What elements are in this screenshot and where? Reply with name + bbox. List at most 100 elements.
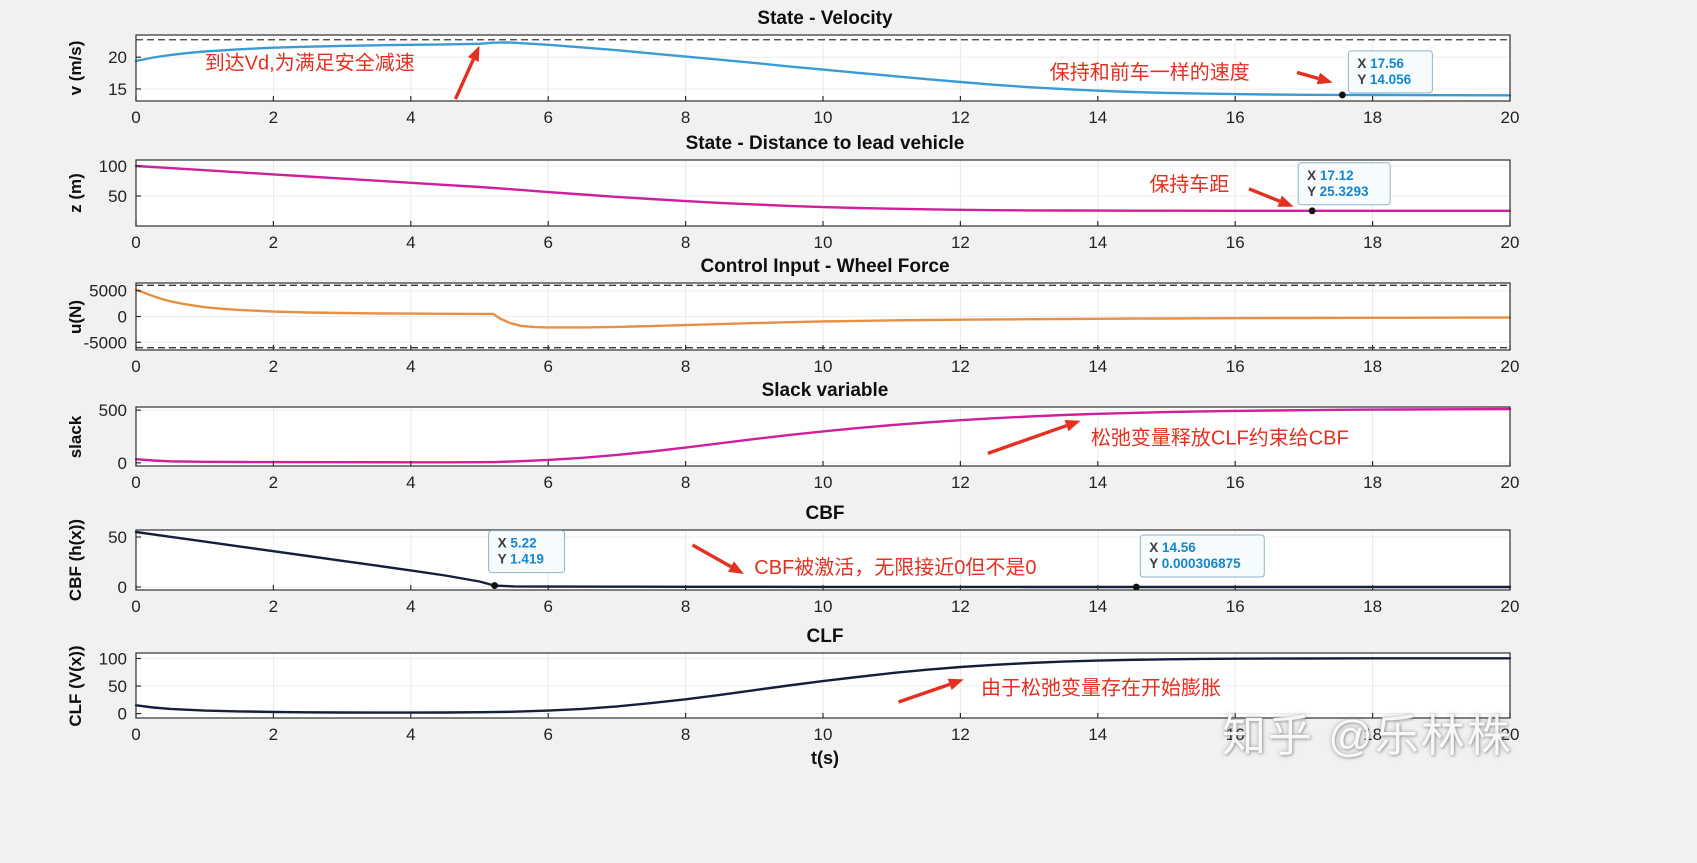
data-tip-box xyxy=(1297,162,1391,206)
y-tick-label: 500 xyxy=(99,401,127,420)
y-tick-label: 0 xyxy=(118,705,127,724)
data-tip[interactable]: X 17.12Y 25.3293 xyxy=(1297,162,1391,206)
x-tick-label: 2 xyxy=(269,473,278,492)
y-tick-label: 50 xyxy=(108,187,127,206)
x-tick-label: 2 xyxy=(269,597,278,616)
y-tick-label: -5000 xyxy=(84,333,127,352)
x-tick-label: 20 xyxy=(1501,108,1520,127)
cbf-plot-canvas[interactable]: 0 2 4 6 8 10 12 14 16 18 20 0 50 CBF被激活，无限接近0但不是0 X 5.… xyxy=(96,524,1556,622)
x-tick-label: 10 xyxy=(814,357,833,376)
annotation-text: CBF被激活，无限接近0但不是0 xyxy=(754,556,1036,579)
annotation-arrow xyxy=(453,58,475,100)
x-tick-label: 14 xyxy=(1088,597,1107,616)
x-tick-label: 10 xyxy=(814,597,833,616)
x-tick-label: 20 xyxy=(1501,725,1520,744)
x-tick-label: 20 xyxy=(1501,473,1520,492)
x-tick-label: 14 xyxy=(1088,357,1107,376)
x-tick-label: 14 xyxy=(1088,108,1107,127)
annotation-arrowhead xyxy=(1277,195,1294,207)
x-tick-label: 0 xyxy=(131,357,140,376)
data-tip-text: Y 25.3293 xyxy=(1307,184,1369,199)
y-tick-label: 50 xyxy=(108,528,127,547)
y-tick-label: 5000 xyxy=(89,282,127,301)
x-tick-label: 18 xyxy=(1363,108,1382,127)
y-tick-label: 15 xyxy=(108,80,127,99)
x-tick-label: 2 xyxy=(269,357,278,376)
plot-title-distance: State - Distance to lead vehicle xyxy=(685,133,965,154)
watermark: 知乎 @乐林株 xyxy=(1222,712,1513,761)
x-tick-label: 12 xyxy=(951,108,970,127)
annotation-arrow xyxy=(898,682,951,704)
x-tick-label: 10 xyxy=(814,725,833,744)
annotation-text: 保持车距 xyxy=(1149,173,1229,196)
annotation-arrow xyxy=(1248,187,1281,203)
annotation-arrowhead xyxy=(1316,72,1333,85)
velocity-plot-canvas[interactable]: 0 2 4 6 8 10 12 14 16 18 20 15 20 到达Vd,为满足安全减速 保持和前车一样… xyxy=(96,29,1556,133)
x-tick-label: 20 xyxy=(1501,233,1520,252)
x-tick-label: 12 xyxy=(951,233,970,252)
x-tick-label: 16 xyxy=(1226,473,1245,492)
x-tick-label: 8 xyxy=(681,473,690,492)
data-tip[interactable]: X 14.56Y 0.000306875 xyxy=(1139,534,1265,578)
y-tick-label: 20 xyxy=(108,48,127,67)
x-tick-label: 4 xyxy=(406,473,415,492)
data-tip-box xyxy=(488,530,566,574)
y-tick-label: 50 xyxy=(108,677,127,696)
x-tick-label: 18 xyxy=(1363,725,1382,744)
data-series-line xyxy=(134,164,1512,212)
data-series-line xyxy=(134,288,1512,329)
clf-plot-canvas[interactable]: 0 2 4 6 8 10 12 14 16 18 20 0 50 100 由于松弛变量存在开始膨胀 xyxy=(96,647,1556,750)
x-tick-label: 6 xyxy=(543,725,552,744)
x-tick-label: 8 xyxy=(681,597,690,616)
x-tick-label: 6 xyxy=(543,357,552,376)
annotation-arrow xyxy=(691,543,732,569)
x-tick-label: 4 xyxy=(406,233,415,252)
data-tip-marker xyxy=(1132,583,1140,591)
y-axis-label-distance: z (m) xyxy=(66,173,85,213)
x-tick-label: 6 xyxy=(543,473,552,492)
annotation-text: 保持和前车一样的速度 xyxy=(1050,61,1250,84)
x-tick-label: 4 xyxy=(406,725,415,744)
x-tick-label: 10 xyxy=(814,233,833,252)
data-series-line xyxy=(134,657,1512,714)
x-tick-label: 8 xyxy=(681,725,690,744)
y-axis-label-slack: slack xyxy=(66,415,85,458)
annotation-text: 到达Vd,为满足安全减速 xyxy=(205,52,415,75)
data-tip-box xyxy=(1347,50,1433,94)
y-axis-label-cbf: CBF (h(x)) xyxy=(66,518,85,602)
data-series-line xyxy=(134,407,1512,464)
x-tick-label: 4 xyxy=(406,357,415,376)
x-tick-label: 12 xyxy=(951,725,970,744)
x-tick-label: 18 xyxy=(1363,473,1382,492)
data-tip[interactable]: X 5.22Y 1.419 xyxy=(488,530,566,574)
x-tick-label: 8 xyxy=(681,233,690,252)
data-tip-text: X 5.22 xyxy=(498,536,537,551)
data-tip-marker xyxy=(1338,91,1346,99)
y-tick-label: 0 xyxy=(118,578,127,597)
data-tip[interactable]: X 17.56Y 14.056 xyxy=(1347,50,1433,94)
x-tick-label: 0 xyxy=(131,725,140,744)
x-tick-label: 16 xyxy=(1226,597,1245,616)
annotation-text: 由于松弛变量存在开始膨胀 xyxy=(981,676,1221,699)
x-tick-label: 2 xyxy=(269,233,278,252)
x-tick-label: 16 xyxy=(1226,725,1245,744)
data-series-line xyxy=(134,530,1512,589)
x-tick-label: 0 xyxy=(131,597,140,616)
x-tick-label: 12 xyxy=(951,357,970,376)
x-tick-label: 2 xyxy=(269,725,278,744)
x-tick-label: 4 xyxy=(406,108,415,127)
x-tick-label: 0 xyxy=(131,108,140,127)
data-tip-text: X 17.12 xyxy=(1307,168,1354,183)
x-axis-label: t(s) xyxy=(811,748,839,768)
x-tick-label: 18 xyxy=(1363,357,1382,376)
slack-plot-canvas[interactable]: 0 2 4 6 8 10 12 14 16 18 20 0 500 松弛变量释放CLF约束给CBF xyxy=(96,401,1556,498)
x-tick-label: 16 xyxy=(1226,357,1245,376)
annotation-arrowhead xyxy=(947,678,964,690)
x-tick-label: 20 xyxy=(1501,357,1520,376)
y-axis-label-velocity: v (m/s) xyxy=(66,40,85,96)
data-tip-text: X 14.56 xyxy=(1149,540,1196,555)
distance-plot-canvas[interactable]: 0 2 4 6 8 10 12 14 16 18 20 50 100 保持车距 X 17.12Y 25.32… xyxy=(96,154,1556,258)
x-tick-label: 8 xyxy=(681,108,690,127)
x-tick-label: 14 xyxy=(1088,233,1107,252)
